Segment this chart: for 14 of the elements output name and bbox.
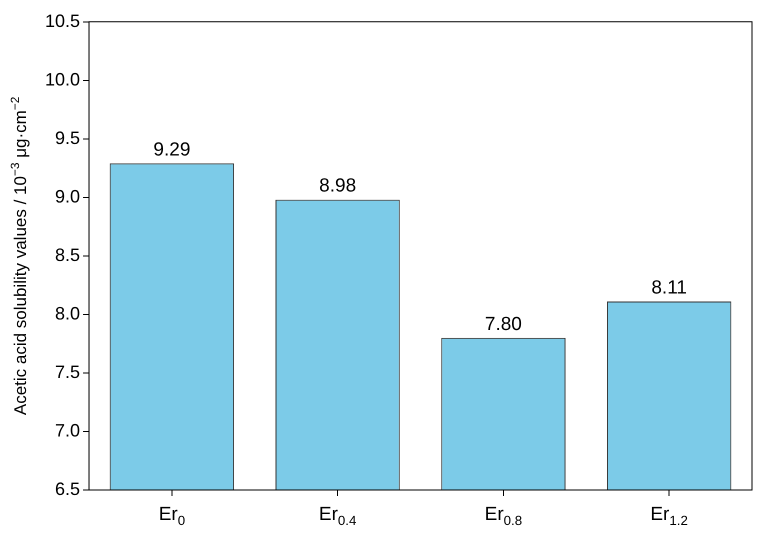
y-tick-label: 10.0 — [44, 69, 80, 90]
data-label: 9.29 — [153, 139, 190, 160]
y-tick-label: 10.5 — [44, 10, 80, 31]
data-label: 8.98 — [319, 176, 356, 197]
y-tick-label: 7.0 — [55, 420, 80, 440]
y-tick-label: 9.5 — [55, 128, 80, 148]
data-label: 7.80 — [484, 314, 522, 335]
y-tick-label: 7.5 — [55, 362, 80, 382]
data-label: 8.11 — [651, 278, 687, 299]
y-tick-label: 8.5 — [55, 244, 80, 265]
y-axis-title: Acetic acid solubility values / 10−3 μg·cm−2 — [8, 96, 30, 416]
y-tick-label: 9.0 — [55, 186, 80, 206]
y-tick-label: 8.0 — [55, 303, 80, 324]
y-tick-label: 6.5 — [55, 478, 80, 499]
